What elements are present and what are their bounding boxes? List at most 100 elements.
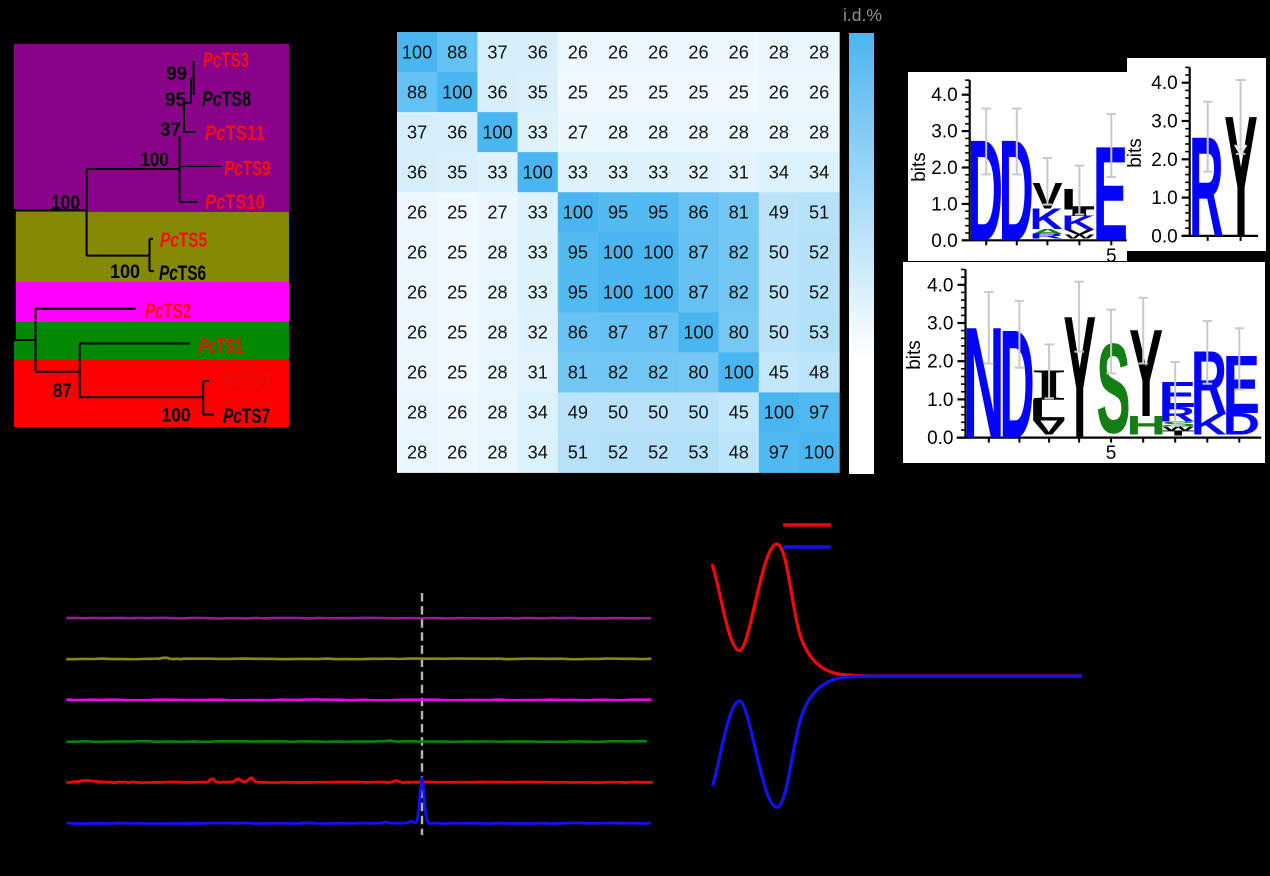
svg-text:27: 27 bbox=[488, 203, 508, 223]
svg-text:33: 33 bbox=[528, 203, 548, 223]
svg-text:28: 28 bbox=[809, 122, 829, 142]
svg-text:bits: bits bbox=[1127, 138, 1146, 168]
svg-text:L: L bbox=[1061, 183, 1096, 216]
svg-text:49: 49 bbox=[769, 203, 789, 223]
svg-text:52: 52 bbox=[648, 443, 668, 463]
svg-text:82: 82 bbox=[608, 363, 628, 383]
svg-text:100: 100 bbox=[684, 323, 714, 343]
svg-text:PcTS4: PcTS4 bbox=[223, 368, 269, 392]
svg-text:28: 28 bbox=[689, 122, 709, 142]
svg-text:3.0: 3.0 bbox=[1151, 111, 1177, 132]
svg-text:28: 28 bbox=[488, 403, 508, 423]
svg-text:25: 25 bbox=[608, 82, 628, 102]
svg-text:97: 97 bbox=[809, 403, 829, 423]
svg-text:87: 87 bbox=[608, 323, 628, 343]
svg-text:0.0: 0.0 bbox=[1151, 226, 1177, 247]
svg-text:31: 31 bbox=[729, 162, 749, 182]
svg-text:26: 26 bbox=[407, 323, 427, 343]
svg-text:PcTS9: PcTS9 bbox=[224, 157, 270, 181]
svg-text:33: 33 bbox=[528, 283, 548, 303]
svg-text:28: 28 bbox=[488, 363, 508, 383]
svg-text:95: 95 bbox=[648, 203, 668, 223]
svg-text:0.0: 0.0 bbox=[932, 231, 958, 252]
svg-text:95: 95 bbox=[608, 203, 628, 223]
svg-text:36: 36 bbox=[528, 42, 548, 62]
svg-text:95: 95 bbox=[568, 283, 588, 303]
svg-text:26: 26 bbox=[407, 203, 427, 223]
svg-text:V: V bbox=[1065, 228, 1096, 236]
svg-text:K: K bbox=[1062, 212, 1096, 235]
svg-text:bits: bits bbox=[904, 340, 925, 370]
svg-text:R: R bbox=[1189, 107, 1224, 251]
svg-text:36: 36 bbox=[447, 122, 467, 142]
svg-text:PcTS5: PcTS5 bbox=[160, 228, 207, 252]
svg-text:25: 25 bbox=[689, 82, 709, 102]
svg-text:1.0: 1.0 bbox=[927, 389, 953, 410]
svg-text:W: W bbox=[1162, 425, 1194, 431]
svg-text:28: 28 bbox=[769, 122, 789, 142]
svg-text:34: 34 bbox=[528, 403, 548, 423]
svg-text:26: 26 bbox=[809, 82, 829, 102]
svg-text:28: 28 bbox=[729, 122, 749, 142]
svg-text:51: 51 bbox=[809, 203, 829, 223]
svg-text:25: 25 bbox=[568, 82, 588, 102]
svg-text:45: 45 bbox=[729, 403, 749, 423]
svg-text:86: 86 bbox=[568, 323, 588, 343]
svg-text:28: 28 bbox=[608, 122, 628, 142]
svg-text:26: 26 bbox=[648, 42, 668, 62]
svg-text:50: 50 bbox=[769, 323, 789, 343]
svg-text:51: 51 bbox=[568, 443, 588, 463]
svg-text:28: 28 bbox=[407, 403, 427, 423]
svg-text:87: 87 bbox=[689, 243, 709, 263]
svg-text:28: 28 bbox=[769, 42, 789, 62]
svg-text:88: 88 bbox=[407, 82, 427, 102]
svg-text:82: 82 bbox=[729, 283, 749, 303]
svg-text:81: 81 bbox=[729, 203, 749, 223]
svg-text:80: 80 bbox=[729, 323, 749, 343]
svg-text:D: D bbox=[1223, 406, 1260, 441]
svg-text:48: 48 bbox=[729, 443, 749, 463]
svg-text:50: 50 bbox=[769, 283, 789, 303]
svg-text:1.0: 1.0 bbox=[932, 194, 958, 215]
svg-text:25: 25 bbox=[447, 203, 467, 223]
svg-text:bits: bits bbox=[909, 152, 930, 182]
svg-text:26: 26 bbox=[769, 82, 789, 102]
svg-text:100: 100 bbox=[442, 82, 472, 102]
svg-text:32: 32 bbox=[528, 323, 548, 343]
svg-text:52: 52 bbox=[809, 283, 829, 303]
svg-text:100: 100 bbox=[724, 363, 754, 383]
svg-text:95: 95 bbox=[568, 243, 588, 263]
svg-text:PcTS7: PcTS7 bbox=[223, 404, 270, 428]
svg-text:34: 34 bbox=[769, 162, 789, 182]
svg-text:25: 25 bbox=[447, 363, 467, 383]
svg-text:100: 100 bbox=[402, 42, 432, 62]
svg-text:PcTS1: PcTS1 bbox=[199, 334, 243, 358]
svg-text:E: E bbox=[1223, 337, 1261, 429]
svg-text:N: N bbox=[963, 295, 1005, 463]
svg-text:52: 52 bbox=[608, 443, 628, 463]
svg-text:5: 5 bbox=[1106, 246, 1117, 261]
svg-text:87: 87 bbox=[53, 380, 72, 402]
svg-text:4.0: 4.0 bbox=[927, 275, 953, 296]
svg-text:100: 100 bbox=[140, 149, 169, 171]
svg-text:28: 28 bbox=[407, 443, 427, 463]
svg-text:4.0: 4.0 bbox=[1151, 73, 1177, 94]
svg-text:K: K bbox=[1191, 407, 1227, 440]
svg-text:4.0: 4.0 bbox=[932, 85, 958, 106]
svg-text:95: 95 bbox=[165, 89, 186, 111]
svg-text:33: 33 bbox=[568, 162, 588, 182]
svg-text:26: 26 bbox=[568, 42, 588, 62]
svg-text:Y: Y bbox=[1129, 304, 1163, 443]
svg-text:34: 34 bbox=[528, 443, 548, 463]
svg-text:W: W bbox=[1065, 233, 1096, 239]
svg-text:28: 28 bbox=[648, 122, 668, 142]
svg-text:48: 48 bbox=[809, 363, 829, 383]
svg-text:31: 31 bbox=[528, 363, 548, 383]
svg-text:R: R bbox=[1159, 402, 1195, 426]
svg-text:K: K bbox=[1030, 203, 1063, 236]
svg-text:S: S bbox=[1161, 420, 1196, 428]
svg-text:E: E bbox=[1159, 375, 1197, 415]
svg-text:28: 28 bbox=[809, 42, 829, 62]
svg-text:PcTS6: PcTS6 bbox=[159, 261, 206, 285]
svg-text:S: S bbox=[1097, 316, 1131, 459]
